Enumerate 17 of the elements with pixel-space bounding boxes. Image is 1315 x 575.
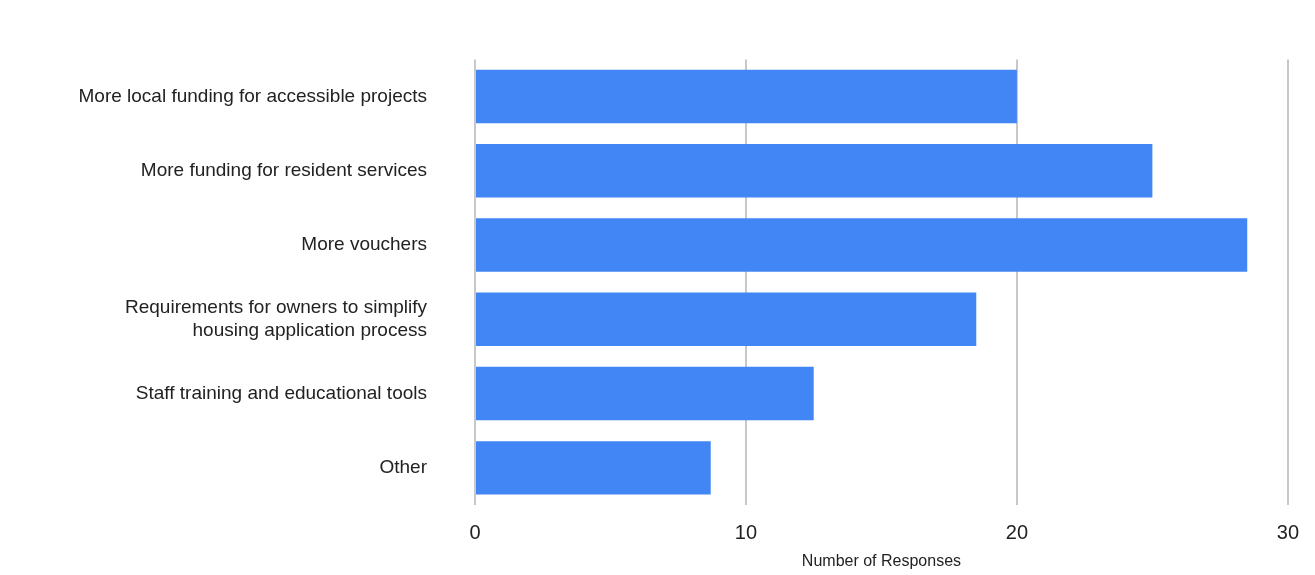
y-tick-label: Other — [379, 456, 428, 478]
x-tick-label: 0 — [469, 520, 481, 543]
y-tick-label: More vouchers — [301, 233, 427, 255]
x-tick-label: 30 — [1276, 520, 1299, 543]
y-tick-label: Requirements for owners to simplify housing application process — [125, 296, 428, 340]
bar — [476, 366, 814, 421]
bar — [476, 441, 711, 495]
x-tick-label: 20 — [1005, 520, 1029, 543]
bar — [476, 69, 1017, 124]
y-tick-label: Staff training and educational tools — [135, 381, 427, 403]
bar — [476, 144, 1153, 198]
bar — [476, 218, 1248, 272]
x-axis-title: Number of Responses — [801, 551, 962, 569]
y-tick-label: More funding for resident services — [140, 159, 427, 181]
x-tick-label: 10 — [734, 520, 758, 543]
bar — [476, 292, 977, 347]
y-tick-label: More local funding for accessible projects — [78, 84, 427, 106]
